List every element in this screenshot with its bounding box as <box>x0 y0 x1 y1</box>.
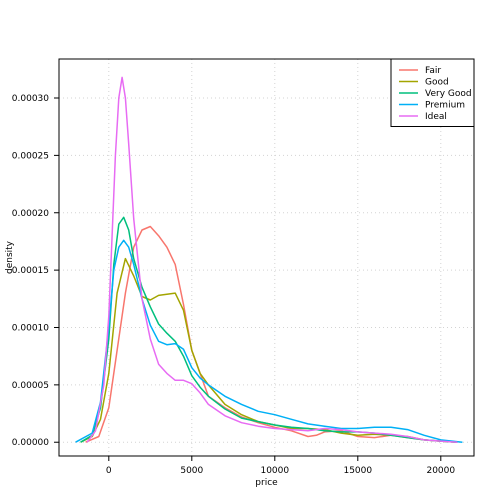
legend-label: Very Good <box>425 89 472 99</box>
legend-label: Fair <box>425 66 441 76</box>
y-tick-label: 0.00000 <box>12 438 49 448</box>
plot-frame <box>58 58 475 457</box>
legend-label: Good <box>425 78 449 88</box>
y-tick-label: 0.00030 <box>12 94 49 104</box>
x-tick-label: 10000 <box>260 466 289 476</box>
series-line-fair <box>85 225 458 443</box>
y-tick-label: 0.00005 <box>12 381 49 391</box>
y-tick-label: 0.00020 <box>12 209 49 219</box>
x-tick-label: 5000 <box>180 466 203 476</box>
series-line-ideal <box>86 76 458 443</box>
x-tick-label: 0 <box>106 466 112 476</box>
legend-label: Premium <box>425 101 465 111</box>
series-line-good <box>80 257 458 443</box>
y-tick-label: 0.00010 <box>12 323 49 333</box>
x-tick-label: 20000 <box>426 466 455 476</box>
y-tick-label: 0.00025 <box>12 151 49 161</box>
legend-label: Ideal <box>425 112 447 122</box>
y-tick-label: 0.00015 <box>12 266 49 276</box>
x-axis-title: price <box>255 478 278 488</box>
x-tick-label: 15000 <box>343 466 372 476</box>
y-axis-title: density <box>5 240 15 274</box>
series-line-premium <box>75 239 463 443</box>
